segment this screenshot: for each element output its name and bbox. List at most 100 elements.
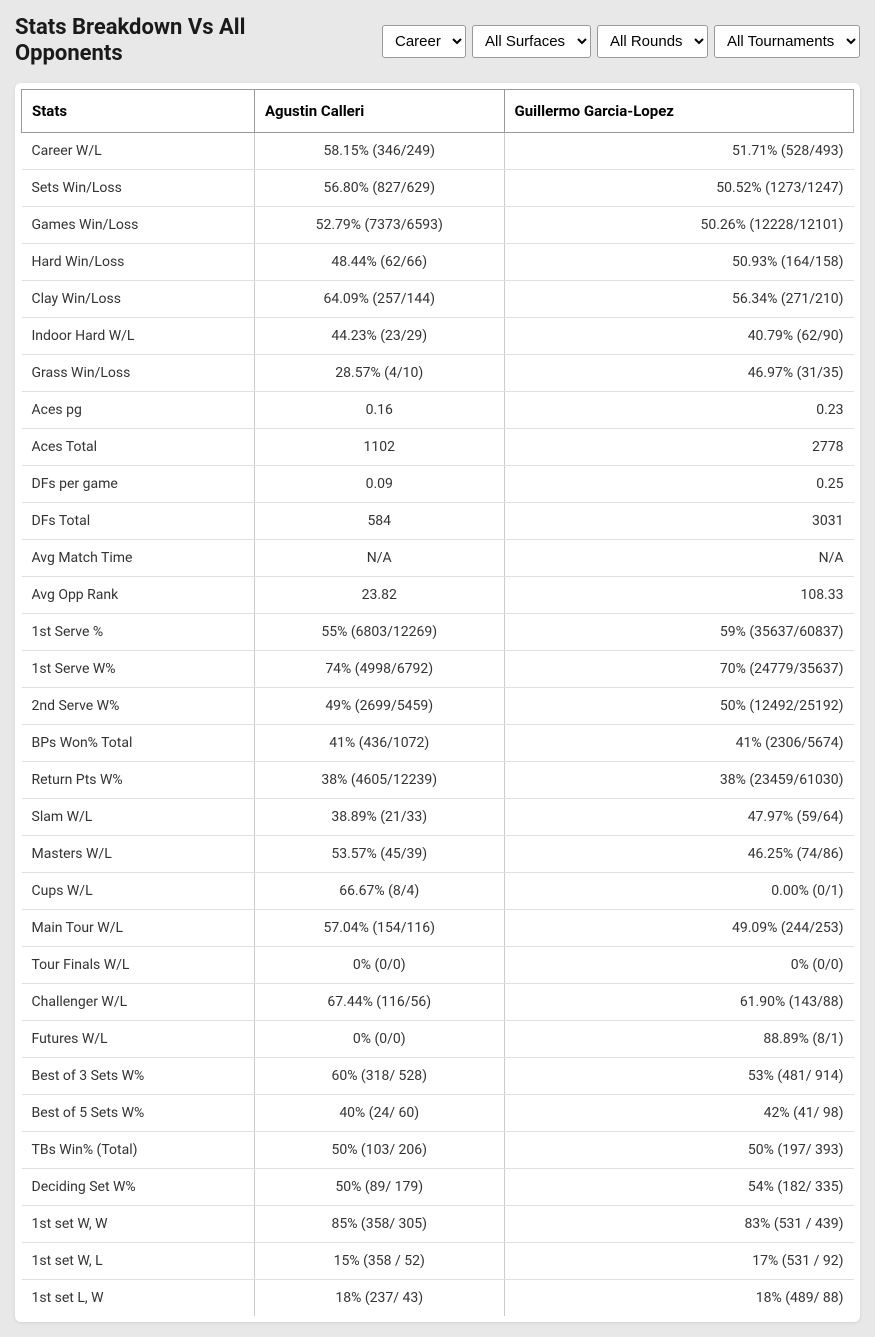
- table-row: Clay Win/Loss64.09% (257/144)56.34% (271…: [22, 280, 854, 317]
- player2-value: 61.90% (143/88): [504, 983, 853, 1020]
- table-row: Return Pts W%38% (4605/12239)38% (23459/…: [22, 761, 854, 798]
- player1-value: 55% (6803/12269): [254, 613, 504, 650]
- column-header-player2: Guillermo Garcia-Lopez: [504, 89, 853, 132]
- stat-label: TBs Win% (Total): [22, 1131, 255, 1168]
- player1-value: 58.15% (346/249): [254, 132, 504, 169]
- stat-label: Indoor Hard W/L: [22, 317, 255, 354]
- player1-value: 56.80% (827/629): [254, 169, 504, 206]
- stats-table: Stats Agustin Calleri Guillermo Garcia-L…: [21, 89, 854, 1316]
- table-row: DFs Total5843031: [22, 502, 854, 539]
- stat-label: 1st Serve %: [22, 613, 255, 650]
- stat-label: Grass Win/Loss: [22, 354, 255, 391]
- player2-value: 46.97% (31/35): [504, 354, 853, 391]
- table-row: Career W/L58.15% (346/249)51.71% (528/49…: [22, 132, 854, 169]
- table-row: TBs Win% (Total)50% (103/ 206)50% (197/ …: [22, 1131, 854, 1168]
- stat-label: Tour Finals W/L: [22, 946, 255, 983]
- stat-label: Futures W/L: [22, 1020, 255, 1057]
- player1-value: 52.79% (7373/6593): [254, 206, 504, 243]
- stats-table-container: Stats Agustin Calleri Guillermo Garcia-L…: [15, 83, 860, 1322]
- player2-value: 50.52% (1273/1247): [504, 169, 853, 206]
- player1-value: 23.82: [254, 576, 504, 613]
- player1-value: 85% (358/ 305): [254, 1205, 504, 1242]
- column-header-player1: Agustin Calleri: [254, 89, 504, 132]
- stat-label: Aces Total: [22, 428, 255, 465]
- stat-label: 1st set L, W: [22, 1279, 255, 1316]
- player2-value: 38% (23459/61030): [504, 761, 853, 798]
- player2-value: 3031: [504, 502, 853, 539]
- player2-value: 53% (481/ 914): [504, 1057, 853, 1094]
- player2-value: 0.25: [504, 465, 853, 502]
- player1-value: 53.57% (45/39): [254, 835, 504, 872]
- player1-value: 38% (4605/12239): [254, 761, 504, 798]
- stat-label: 2nd Serve W%: [22, 687, 255, 724]
- column-header-stats: Stats: [22, 89, 255, 132]
- table-row: Avg Match TimeN/AN/A: [22, 539, 854, 576]
- player2-value: 50% (197/ 393): [504, 1131, 853, 1168]
- table-row: Deciding Set W%50% (89/ 179)54% (182/ 33…: [22, 1168, 854, 1205]
- player2-value: 108.33: [504, 576, 853, 613]
- player2-value: 50% (12492/25192): [504, 687, 853, 724]
- player2-value: 70% (24779/35637): [504, 650, 853, 687]
- tournaments-select[interactable]: All Tournaments: [714, 25, 860, 58]
- table-row: Avg Opp Rank23.82108.33: [22, 576, 854, 613]
- table-row: Masters W/L53.57% (45/39)46.25% (74/86): [22, 835, 854, 872]
- stat-label: Best of 5 Sets W%: [22, 1094, 255, 1131]
- table-row: Sets Win/Loss56.80% (827/629)50.52% (127…: [22, 169, 854, 206]
- stat-label: Clay Win/Loss: [22, 280, 255, 317]
- stat-label: Best of 3 Sets W%: [22, 1057, 255, 1094]
- table-row: Challenger W/L67.44% (116/56)61.90% (143…: [22, 983, 854, 1020]
- player1-value: 0.16: [254, 391, 504, 428]
- timeframe-select[interactable]: Career: [382, 25, 466, 58]
- player1-value: 0.09: [254, 465, 504, 502]
- stat-label: Masters W/L: [22, 835, 255, 872]
- stat-label: Sets Win/Loss: [22, 169, 255, 206]
- stat-label: Aces pg: [22, 391, 255, 428]
- surface-select[interactable]: All Surfaces: [472, 25, 591, 58]
- table-row: Futures W/L0% (0/0)88.89% (8/1): [22, 1020, 854, 1057]
- stat-label: Slam W/L: [22, 798, 255, 835]
- player1-value: 57.04% (154/116): [254, 909, 504, 946]
- player1-value: 67.44% (116/56): [254, 983, 504, 1020]
- player2-value: 50.93% (164/158): [504, 243, 853, 280]
- rounds-select[interactable]: All Rounds: [597, 25, 708, 58]
- stat-label: BPs Won% Total: [22, 724, 255, 761]
- stat-label: 1st Serve W%: [22, 650, 255, 687]
- table-row: Hard Win/Loss48.44% (62/66)50.93% (164/1…: [22, 243, 854, 280]
- table-row: Main Tour W/L57.04% (154/116)49.09% (244…: [22, 909, 854, 946]
- player2-value: 47.97% (59/64): [504, 798, 853, 835]
- player1-value: 0% (0/0): [254, 1020, 504, 1057]
- player2-value: 42% (41/ 98): [504, 1094, 853, 1131]
- table-row: Grass Win/Loss28.57% (4/10)46.97% (31/35…: [22, 354, 854, 391]
- page-title: Stats Breakdown Vs All Opponents: [15, 15, 295, 68]
- stats-table-body: Career W/L58.15% (346/249)51.71% (528/49…: [22, 132, 854, 1316]
- player1-value: 584: [254, 502, 504, 539]
- stat-label: 1st set W, L: [22, 1242, 255, 1279]
- player2-value: 0% (0/0): [504, 946, 853, 983]
- table-row: Slam W/L38.89% (21/33)47.97% (59/64): [22, 798, 854, 835]
- filter-group: Career All Surfaces All Rounds All Tourn…: [382, 25, 860, 58]
- player1-value: 49% (2699/5459): [254, 687, 504, 724]
- player2-value: 0.23: [504, 391, 853, 428]
- player2-value: 49.09% (244/253): [504, 909, 853, 946]
- stat-label: Cups W/L: [22, 872, 255, 909]
- stat-label: Hard Win/Loss: [22, 243, 255, 280]
- table-row: Indoor Hard W/L44.23% (23/29)40.79% (62/…: [22, 317, 854, 354]
- table-row: Aces pg0.160.23: [22, 391, 854, 428]
- player2-value: 54% (182/ 335): [504, 1168, 853, 1205]
- player1-value: N/A: [254, 539, 504, 576]
- player1-value: 0% (0/0): [254, 946, 504, 983]
- player2-value: 40.79% (62/90): [504, 317, 853, 354]
- stat-label: Games Win/Loss: [22, 206, 255, 243]
- player2-value: 83% (531 / 439): [504, 1205, 853, 1242]
- table-row: 2nd Serve W%49% (2699/5459)50% (12492/25…: [22, 687, 854, 724]
- page-header: Stats Breakdown Vs All Opponents Career …: [15, 15, 860, 68]
- table-row: 1st set W, L15% (358 / 52)17% (531 / 92): [22, 1242, 854, 1279]
- stat-label: Challenger W/L: [22, 983, 255, 1020]
- table-row: Best of 3 Sets W%60% (318/ 528)53% (481/…: [22, 1057, 854, 1094]
- table-row: Tour Finals W/L0% (0/0)0% (0/0): [22, 946, 854, 983]
- player1-value: 15% (358 / 52): [254, 1242, 504, 1279]
- table-row: 1st set W, W85% (358/ 305)83% (531 / 439…: [22, 1205, 854, 1242]
- stat-label: Main Tour W/L: [22, 909, 255, 946]
- player1-value: 44.23% (23/29): [254, 317, 504, 354]
- player2-value: 50.26% (12228/12101): [504, 206, 853, 243]
